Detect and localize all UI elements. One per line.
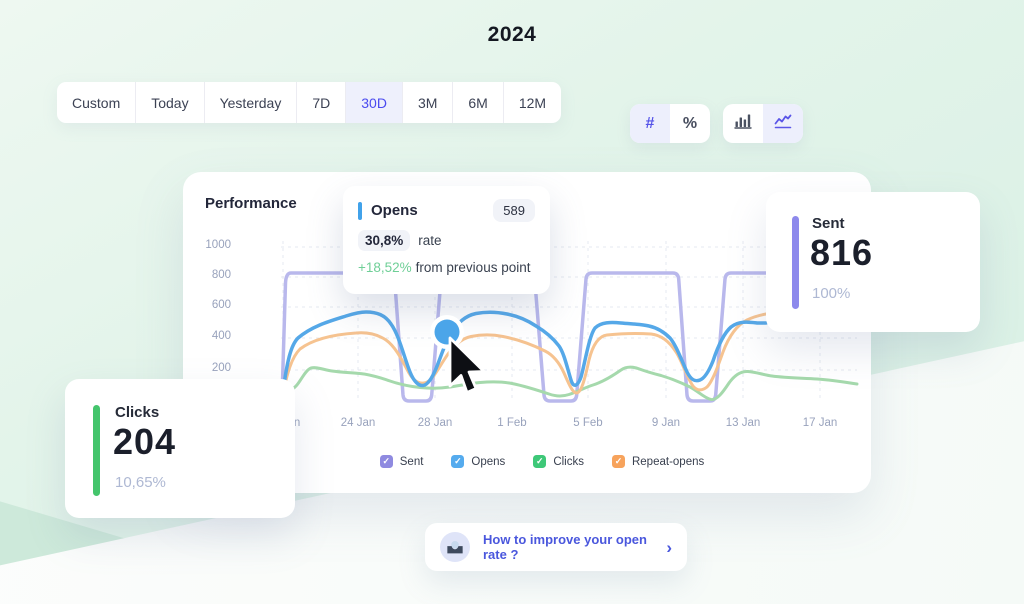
series-repeat-opens-line	[280, 312, 768, 401]
clicks-percent: 10,65%	[115, 474, 166, 491]
bar-chart-icon	[734, 113, 752, 134]
y-tick-800: 800	[211, 269, 231, 281]
series-clicks-line	[282, 365, 859, 403]
legend-item-repeat-opens[interactable]: ✓ Repeat-opens	[611, 455, 705, 468]
chevron-right-icon[interactable]: ›	[666, 537, 672, 557]
y-tick-600: 600	[211, 299, 231, 311]
clicks-label: Clicks	[115, 404, 160, 421]
percent-icon: %	[682, 114, 698, 132]
number-mode-button[interactable]: #	[630, 104, 670, 143]
series-opens-line	[280, 310, 768, 401]
tooltip-series-accent-bar	[358, 201, 362, 220]
legend-item-clicks[interactable]: ✓ Clicks	[533, 455, 584, 468]
clicks-accent-bar	[93, 405, 100, 496]
y-tick-400: 400	[211, 330, 231, 342]
bar-chart-button[interactable]	[723, 104, 763, 143]
repeat-opens-checkbox-icon[interactable]: ✓	[611, 455, 625, 468]
page-title: 2024	[487, 23, 537, 46]
chart-legend: ✓ Sent ✓ Opens ✓ Clicks ✓ Repeat-opens	[213, 455, 871, 468]
x-tick-5feb: 5 Feb	[573, 417, 603, 429]
clicks-stat-card: Clicks 204 10,65%	[65, 379, 295, 518]
legend-label-clicks: Clicks	[553, 455, 584, 468]
value-mode-toggle: # %	[630, 104, 710, 143]
tooltip-change-label: from previous point	[415, 260, 531, 275]
tooltip-change-value: +18,52%	[358, 260, 412, 275]
legend-item-sent[interactable]: ✓ Sent	[379, 455, 424, 468]
sent-value: 816	[810, 232, 874, 273]
sent-checkbox-icon[interactable]: ✓	[379, 455, 393, 468]
x-tick-13jan: 13 Jan	[725, 417, 761, 429]
y-tick-1000: 1000	[205, 239, 231, 251]
tooltip-value-badge: 589	[493, 199, 535, 222]
sent-accent-bar	[792, 216, 799, 309]
sent-label: Sent	[812, 215, 845, 232]
inbox-icon	[440, 532, 470, 562]
banner-text: How to improve your open rate ?	[483, 532, 647, 562]
chart-tooltip: Opens 589 30,8% rate +18,52% from previou…	[343, 186, 550, 294]
range-7d[interactable]: 7D	[297, 82, 347, 123]
line-chart-plot[interactable]	[275, 236, 861, 408]
legend-label-sent: Sent	[399, 455, 424, 468]
range-yesterday[interactable]: Yesterday	[205, 82, 298, 123]
tooltip-rate-badge: 30,8%	[358, 230, 411, 251]
range-12m[interactable]: 12M	[518, 94, 547, 111]
clicks-value: 204	[113, 421, 177, 462]
x-tick-28jan: 28 Jan	[417, 417, 453, 429]
x-tick-1feb: 1 Feb	[497, 417, 527, 429]
tooltip-rate-label: rate	[418, 233, 442, 248]
legend-label-repeat-opens: Repeat-opens	[631, 455, 705, 468]
sent-percent: 100%	[812, 285, 851, 302]
range-today[interactable]: Today	[136, 82, 205, 123]
open-rate-help-banner[interactable]: How to improve your open rate ? ›	[425, 523, 687, 571]
chart-title: Performance	[205, 195, 297, 212]
line-chart-icon	[774, 113, 792, 134]
line-chart-button[interactable]	[763, 104, 803, 143]
range-3m[interactable]: 3M	[403, 82, 454, 123]
series-sent-line	[280, 271, 859, 403]
clicks-checkbox-icon[interactable]: ✓	[533, 455, 547, 468]
range-30d[interactable]: 30D	[346, 82, 403, 123]
range-custom[interactable]: Custom	[57, 82, 137, 123]
hash-icon: #	[645, 114, 655, 132]
chart-type-toggle	[723, 104, 803, 143]
x-tick-17jan: 17 Jan	[802, 417, 838, 429]
percent-mode-button[interactable]: %	[670, 104, 710, 143]
sent-stat-card: Sent 816 100%	[766, 192, 980, 332]
legend-item-opens[interactable]: ✓ Opens	[451, 455, 505, 468]
x-tick-24jan: 24 Jan	[340, 417, 376, 429]
tooltip-series-name: Opens	[371, 202, 418, 219]
range-6m[interactable]: 6M	[453, 82, 504, 123]
legend-label-opens: Opens	[471, 455, 506, 468]
x-tick-9jan: 9 Jan	[651, 417, 681, 429]
y-tick-200: 200	[211, 362, 231, 374]
time-range-selector: Custom Today Yesterday 7D 30D 3M 6M 12M	[57, 82, 562, 123]
opens-checkbox-icon[interactable]: ✓	[451, 455, 465, 468]
